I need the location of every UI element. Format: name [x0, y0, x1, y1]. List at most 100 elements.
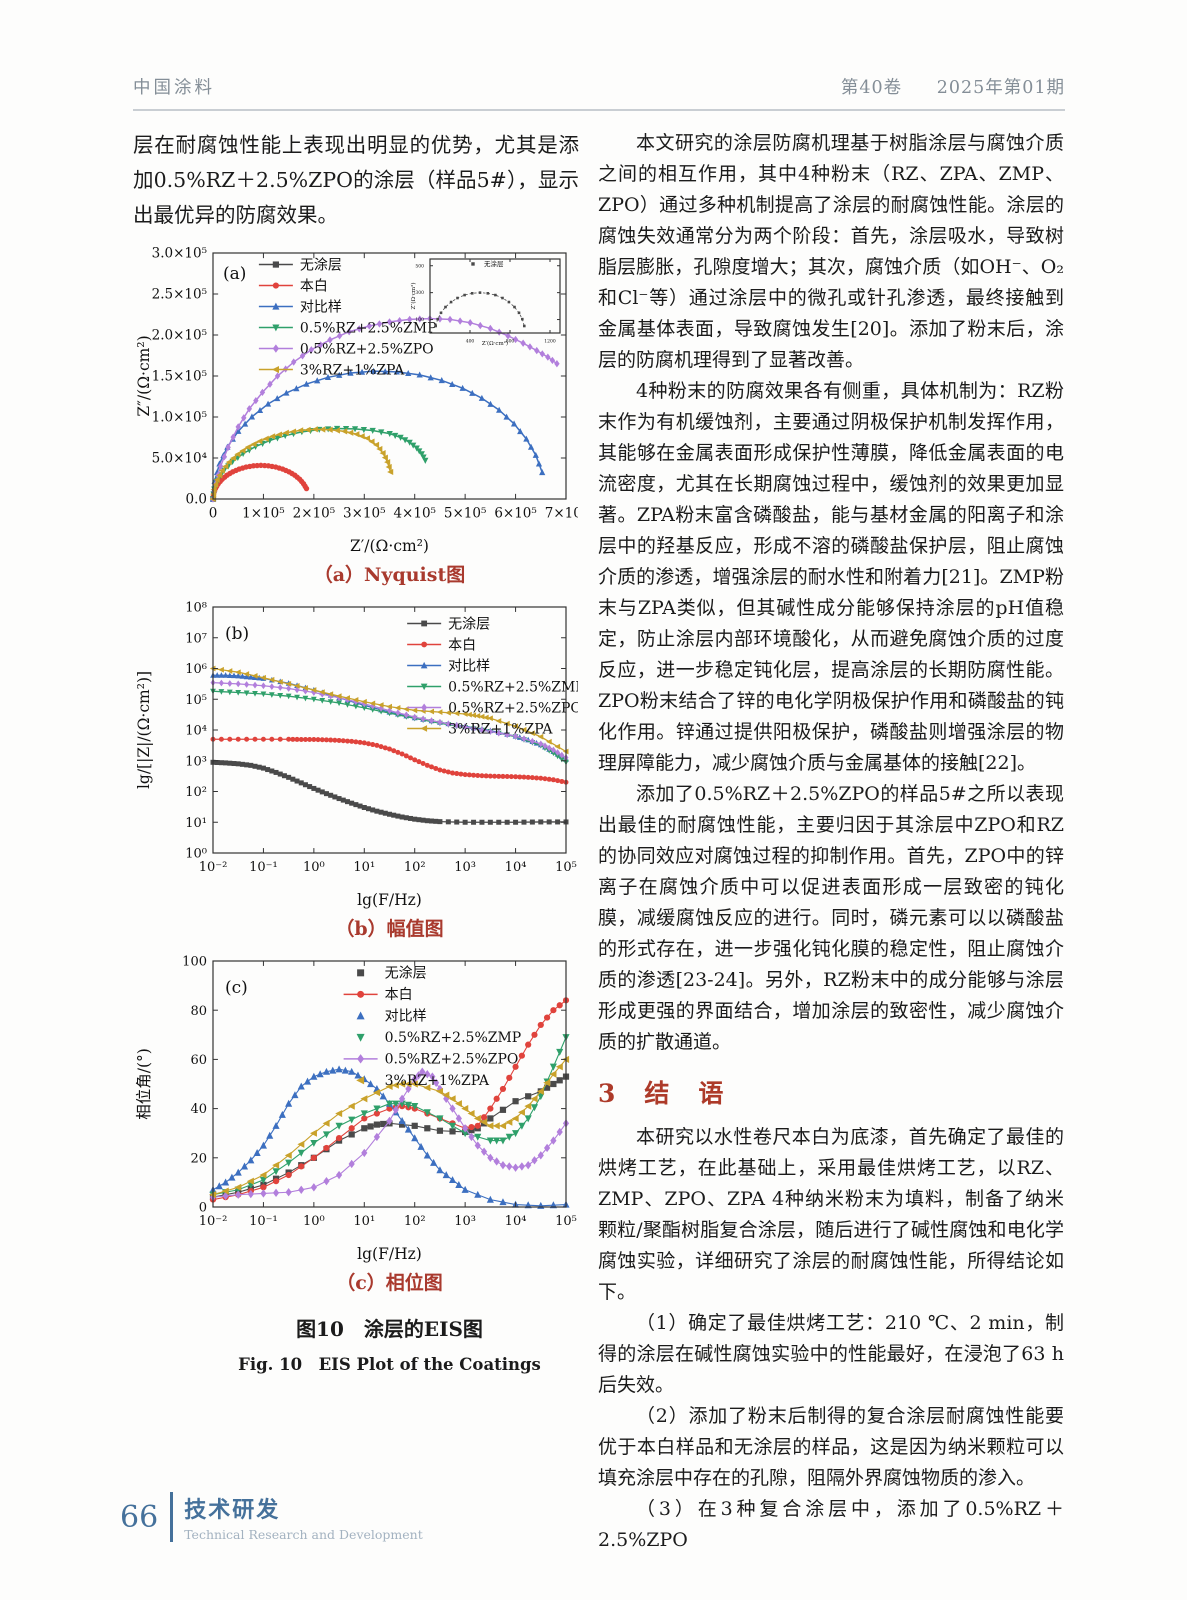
figure-panel-a: 0 1×10⁵ 2×10⁵ 3×10⁵ 4×10⁵ 5×10⁵ 6×10⁵ 7×10⁵ 0.0 5…	[133, 245, 579, 587]
paragraph: 添加了0.5%RZ＋2.5%ZPO的样品5#之所以表现出最佳的耐腐蚀性能，主要归…	[598, 783, 1064, 1053]
nyquist-inset-chart: 400 800 1200 100 300 500 Z′(Ω·cm²) Z″(Ω·cm²) 无涂层	[410, 258, 561, 347]
nyquist-chart: 0 1×10⁵ 2×10⁵ 3×10⁵ 4×10⁵ 5×10⁵ 6×10⁵ 7×10⁵ 0.0 5…	[135, 246, 578, 555]
svg-text:1.5×10⁵: 1.5×10⁵	[152, 369, 207, 385]
svg-text:40: 40	[190, 1102, 207, 1117]
svg-text:0.0: 0.0	[186, 492, 207, 508]
svg-text:500: 500	[415, 263, 424, 269]
svg-text:5.0×10⁴: 5.0×10⁴	[152, 451, 207, 467]
svg-text:10⁻¹: 10⁻¹	[249, 860, 278, 875]
svg-text:无涂层: 无涂层	[300, 257, 342, 273]
svg-text:本白: 本白	[385, 987, 413, 1003]
paragraph: （3）在3种复合涂层中，添加了0.5%RZ＋2.5%ZPO	[598, 1498, 1064, 1551]
svg-text:10⁻²: 10⁻²	[199, 860, 228, 875]
svg-text:4×10⁵: 4×10⁵	[393, 506, 436, 522]
svg-text:Z″(Ω·cm²): Z″(Ω·cm²)	[410, 283, 417, 310]
svg-text:10⁰: 10⁰	[303, 860, 325, 875]
svg-text:Z″/(Ω·cm²): Z″/(Ω·cm²)	[135, 335, 153, 416]
svg-text:60: 60	[190, 1053, 207, 1068]
journal-name: 中国涂料	[133, 78, 215, 98]
svg-text:10⁰: 10⁰	[185, 847, 207, 862]
svg-text:Z′/(Ω·cm²): Z′/(Ω·cm²)	[350, 537, 429, 555]
paragraph: 4种粉末的防腐效果各有侧重，具体机制为：RZ粉末作为有机缓蚀剂，主要通过阴极保护…	[598, 380, 1064, 774]
svg-text:10³: 10³	[454, 1214, 476, 1229]
svg-text:(a): (a)	[223, 264, 246, 284]
svg-text:7×10⁵: 7×10⁵	[545, 506, 578, 522]
svg-text:10⁵: 10⁵	[185, 693, 207, 708]
svg-text:10²: 10²	[185, 785, 207, 800]
svg-text:lg/[|Z|/(Ω·cm²)]: lg/[|Z|/(Ω·cm²)]	[135, 671, 153, 789]
svg-text:10⁰: 10⁰	[303, 1214, 325, 1229]
svg-text:0: 0	[209, 506, 218, 522]
caption-a: （a）Nyquist图	[313, 564, 466, 586]
svg-text:0.5%RZ+2.5%ZMP: 0.5%RZ+2.5%ZMP	[385, 1030, 522, 1046]
svg-text:无涂层: 无涂层	[448, 616, 490, 632]
svg-text:3%RZ+1%ZPA: 3%RZ+1%ZPA	[448, 721, 553, 737]
left-column: 层在耐腐蚀性能上表现出明显的优势，尤其是添加0.5%RZ＋2.5%ZPO的涂层（…	[133, 128, 579, 1375]
svg-text:对比样: 对比样	[385, 1009, 427, 1025]
paragraph: 本文研究的涂层防腐机理基于树脂涂层与腐蚀介质之间的相互作用，其中4种粉末（RZ、…	[598, 132, 1064, 371]
svg-text:10⁻¹: 10⁻¹	[249, 1214, 278, 1229]
svg-text:2.0×10⁵: 2.0×10⁵	[152, 328, 207, 344]
svg-text:0.5%RZ+2.5%ZPO: 0.5%RZ+2.5%ZPO	[300, 341, 434, 357]
page-header: 中国涂料 第40卷 2025年第01期	[133, 74, 1065, 111]
svg-text:10⁴: 10⁴	[505, 1214, 527, 1229]
svg-text:0.5%RZ+2.5%ZMP: 0.5%RZ+2.5%ZMP	[448, 679, 578, 695]
svg-text:0.5%RZ+2.5%ZPO: 0.5%RZ+2.5%ZPO	[385, 1052, 519, 1068]
page-number: 66	[120, 1499, 159, 1535]
bode-magnitude-chart: 10⁻² 10⁻¹ 10⁰ 10¹ 10² 10³ 10⁴ 10⁵ 10⁰ 10¹ 10² 10³ 10…	[135, 601, 578, 909]
svg-text:100: 100	[182, 955, 207, 970]
svg-text:100: 100	[415, 317, 424, 323]
svg-text:Z′(Ω·cm²): Z′(Ω·cm²)	[482, 340, 508, 347]
section-heading-conclusion: 3 结 语	[598, 1079, 726, 1108]
svg-text:0: 0	[199, 1201, 207, 1216]
paragraph: （2）添加了粉末后制得的复合涂层耐腐蚀性能要优于本白样品和无涂层的样品，这是因为…	[598, 1405, 1064, 1489]
svg-text:10¹: 10¹	[353, 1214, 375, 1229]
figure-panel-b: 10⁻² 10⁻¹ 10⁰ 10¹ 10² 10³ 10⁴ 10⁵ 10⁰ 10¹ 10² 10³ 10…	[133, 599, 579, 941]
svg-text:300: 300	[415, 290, 424, 296]
svg-text:2×10⁵: 2×10⁵	[293, 506, 336, 522]
volume-label: 第40卷	[840, 78, 903, 98]
svg-text:1200: 1200	[544, 339, 556, 345]
svg-text:10¹: 10¹	[185, 816, 207, 831]
figure-panel-c: 10⁻² 10⁻¹ 10⁰ 10¹ 10² 10³ 10⁴ 10⁵ 0 20 40 60 80 100 lg…	[133, 953, 579, 1295]
svg-text:800: 800	[506, 339, 515, 345]
svg-text:对比样: 对比样	[448, 658, 490, 674]
caption-c: （c）相位图	[336, 1272, 443, 1294]
svg-text:对比样: 对比样	[300, 299, 342, 315]
svg-text:lg(F/Hz): lg(F/Hz)	[357, 1245, 422, 1263]
footer-divider	[170, 1492, 174, 1542]
footer-section: 技术研发 Technical Research and Development	[184, 1492, 423, 1542]
svg-text:10⁷: 10⁷	[185, 631, 207, 646]
caption-b: （b）幅值图	[335, 918, 444, 940]
svg-text:10⁻²: 10⁻²	[199, 1214, 228, 1229]
svg-text:0.5%RZ+2.5%ZMP: 0.5%RZ+2.5%ZMP	[300, 320, 437, 336]
figure-caption-zh: 图10 涂层的EIS图	[296, 1317, 483, 1341]
phase-angle-chart: 10⁻² 10⁻¹ 10⁰ 10¹ 10² 10³ 10⁴ 10⁵ 0 20 40 60 80 100 lg…	[135, 955, 577, 1263]
paragraph: （1）确定了最佳烘烤工艺：210 ℃、2 min，制得的涂层在碱性腐蚀实验中的性…	[598, 1312, 1064, 1396]
footer-section-zh: 技术研发	[184, 1497, 281, 1523]
svg-text:10⁵: 10⁵	[555, 1214, 577, 1229]
svg-text:相位角/(°): 相位角/(°)	[135, 1048, 153, 1120]
svg-text:10⁵: 10⁵	[555, 860, 577, 875]
svg-text:无涂层: 无涂层	[484, 259, 504, 268]
svg-text:lg(F/Hz): lg(F/Hz)	[357, 891, 422, 909]
svg-text:10⁸: 10⁸	[185, 601, 207, 616]
svg-text:5×10⁵: 5×10⁵	[444, 506, 487, 522]
svg-text:6×10⁵: 6×10⁵	[494, 506, 537, 522]
svg-text:10³: 10³	[454, 860, 476, 875]
svg-text:10²: 10²	[404, 860, 426, 875]
footer-section-en: Technical Research and Development	[184, 1527, 423, 1542]
nyquist-chart-wrap: 0 1×10⁵ 2×10⁵ 3×10⁵ 4×10⁵ 5×10⁵ 6×10⁵ 7×10⁵ 0.0 5…	[133, 245, 578, 557]
svg-text:本白: 本白	[448, 637, 476, 653]
svg-text:10¹: 10¹	[353, 860, 375, 875]
svg-text:无涂层: 无涂层	[385, 966, 427, 982]
svg-text:400: 400	[466, 339, 475, 345]
svg-text:1.0×10⁵: 1.0×10⁵	[152, 410, 207, 426]
page-footer: 66 技术研发 Technical Research and Developme…	[120, 1492, 423, 1542]
svg-text:1×10⁵: 1×10⁵	[242, 506, 285, 522]
svg-text:0.5%RZ+2.5%ZPO: 0.5%RZ+2.5%ZPO	[448, 700, 578, 716]
svg-text:本白: 本白	[300, 278, 328, 294]
issue-label: 2025年第01期	[936, 78, 1065, 98]
svg-text:20: 20	[190, 1151, 207, 1166]
